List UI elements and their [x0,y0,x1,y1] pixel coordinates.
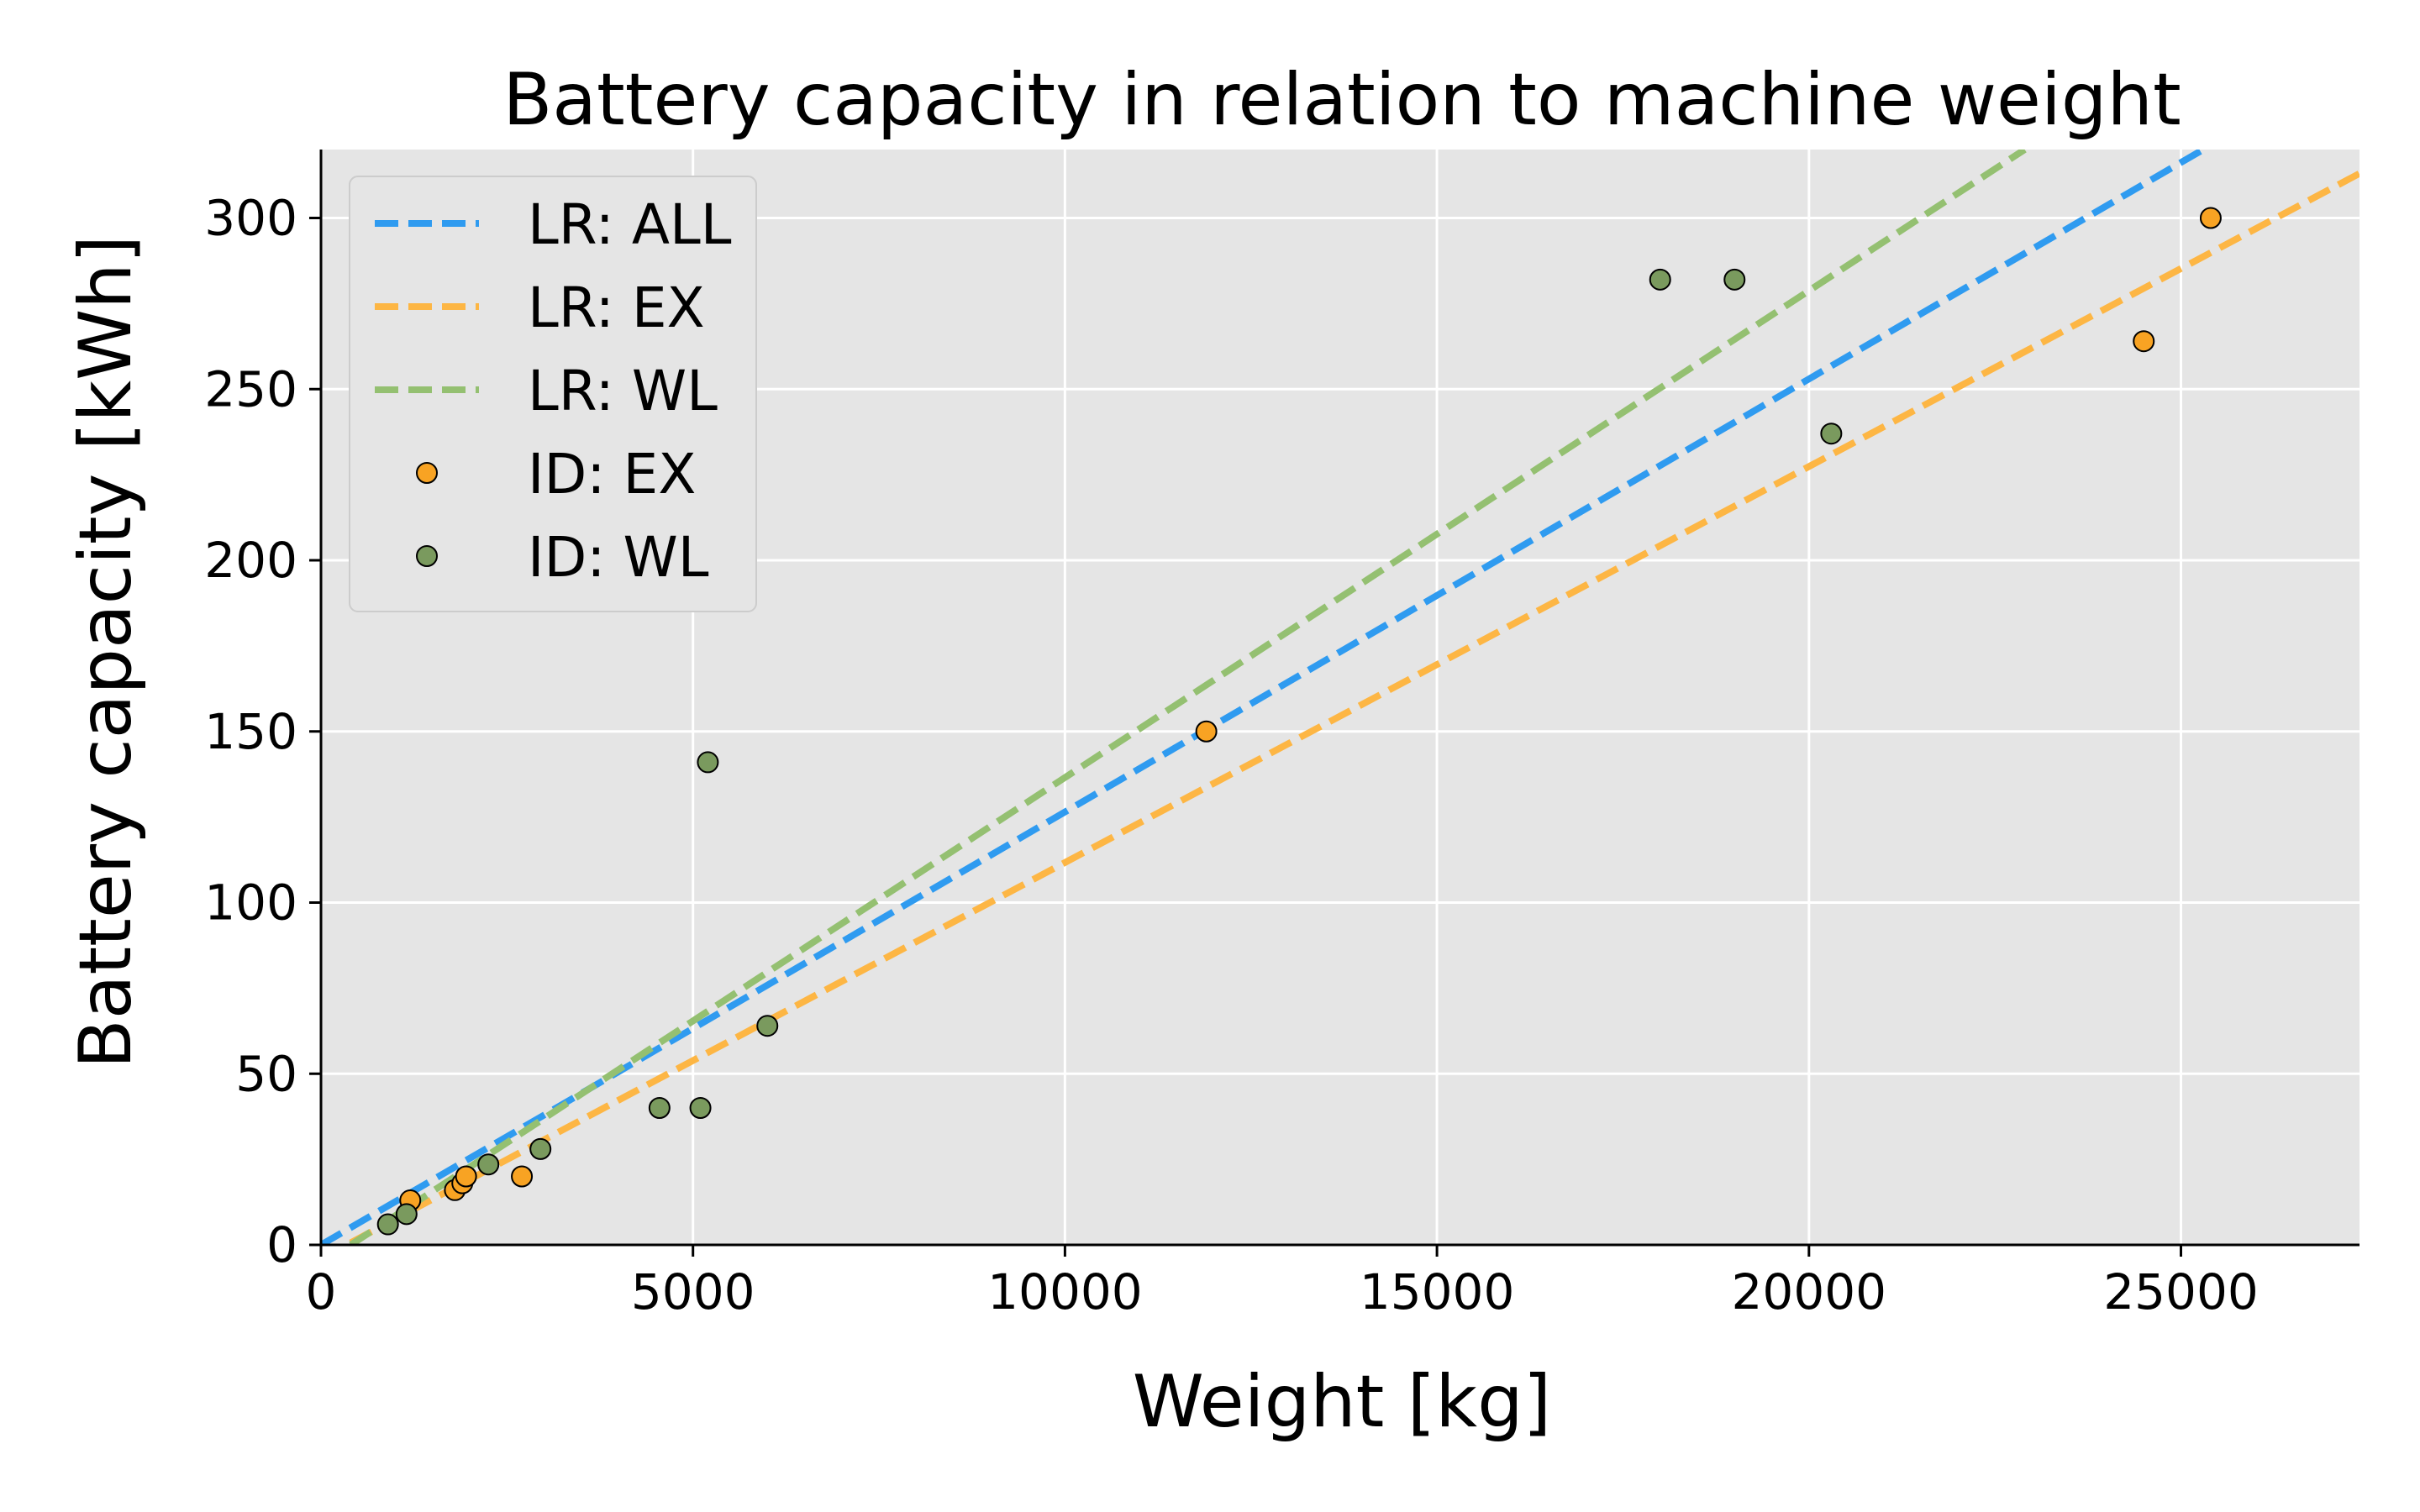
id-wl-point [376,1213,399,1236]
legend-box [349,176,757,612]
x-tick-label: 0 [306,1263,337,1320]
chart-legend: LR: ALL LR: EX LR: WL ID: EX ID: WL [349,176,757,612]
id-wl-point [1723,268,1746,291]
id-wl-point [689,1097,712,1119]
y-tick-label: 50 [235,1045,297,1102]
id-ex-point [455,1165,477,1188]
id-wl-point [648,1097,671,1119]
x-tick-label: 20000 [1732,1263,1887,1320]
x-tick-label: 25000 [2103,1263,2259,1320]
id-wl-point [395,1203,418,1226]
legend-label-lr-wl: LR: WL [528,359,718,423]
x-tick-label: 15000 [1360,1263,1515,1320]
y-tick-label: 100 [204,874,297,932]
y-tick-label: 300 [204,190,297,247]
lr-ex-line [339,170,2360,1245]
id-ex-point [2133,330,2155,353]
legend-label-id-ex: ID: EX [528,442,696,507]
lr-wl-line [349,150,2027,1245]
scatter-points [376,207,2222,1236]
regression-lines [321,150,2360,1245]
y-tick-label: 200 [204,532,297,589]
legend-swatch-id-wl [416,545,438,567]
y-axis-label: Battery capacity [kWh] [64,235,148,1069]
legend-label-lr-ex: LR: EX [528,276,705,340]
x-tick-label: 5000 [631,1263,755,1320]
legend-label-lr-all: LR: ALL [528,192,732,257]
y-tick-label: 0 [266,1216,297,1273]
id-ex-point [1195,720,1218,743]
axes: 0 5000 10000 15000 20000 25000 0 50 100 150 200 250… [204,150,2360,1320]
id-ex-point [2199,207,2222,229]
id-wl-point [529,1137,552,1160]
legend-label-id-wl: ID: WL [528,525,709,590]
id-wl-point [697,751,719,774]
chart-title: Battery capacity in relation to machine … [502,58,2181,142]
lr-all-line [321,150,2206,1245]
x-axis-label: Weight [kg] [1133,1360,1551,1444]
id-wl-point [1649,268,1671,291]
id-wl-point [477,1153,500,1176]
id-wl-point [756,1015,779,1037]
y-tick-label: 150 [204,703,297,760]
x-tick-label: 10000 [987,1263,1143,1320]
y-tick-label: 250 [204,360,297,417]
legend-swatch-id-ex [416,462,438,484]
id-ex-point [511,1165,534,1188]
id-wl-point [1820,423,1843,445]
